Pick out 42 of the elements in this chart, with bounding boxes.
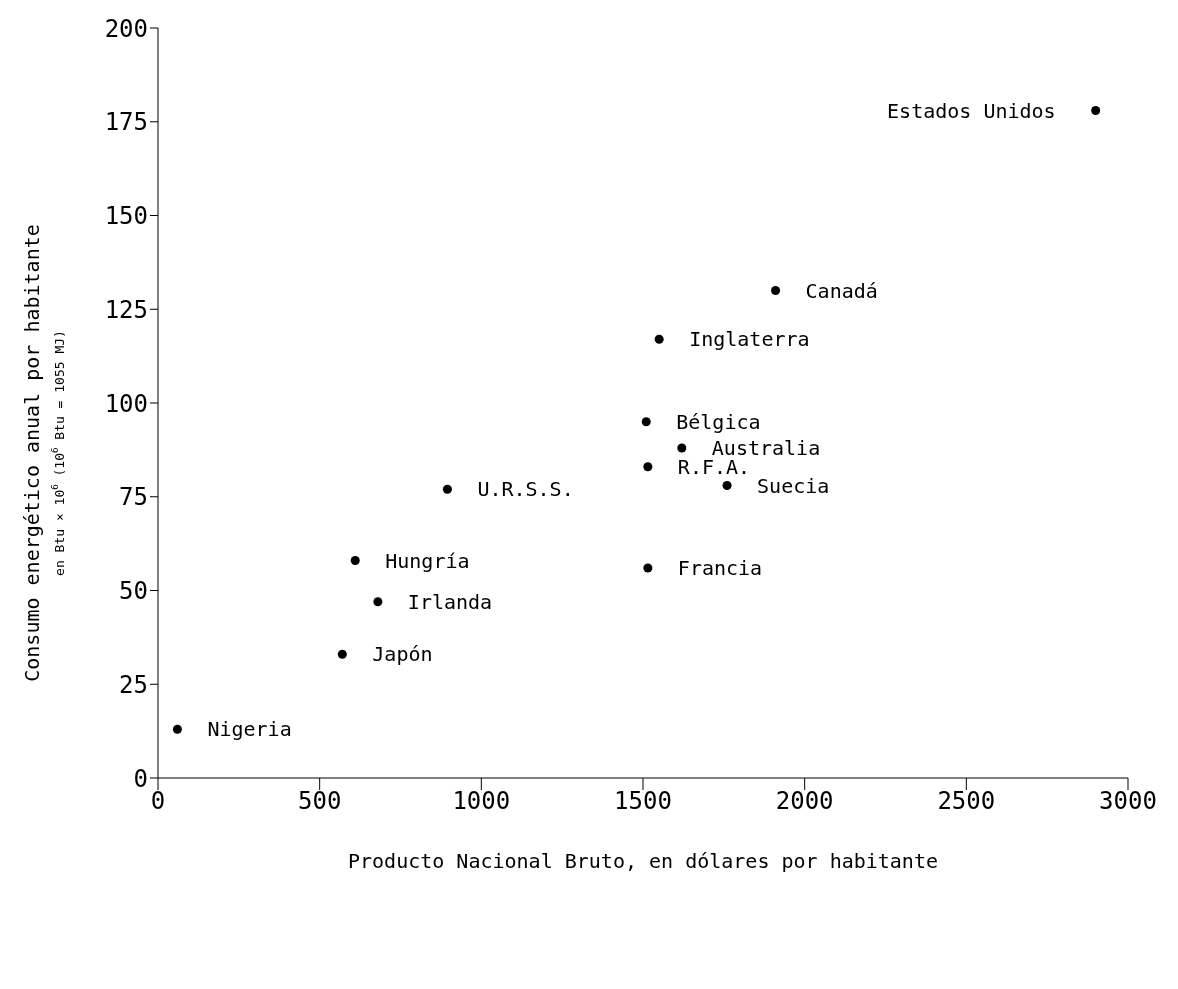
y-tick-label: 200 xyxy=(104,14,148,43)
x-tick-label: 2000 xyxy=(775,787,834,816)
point xyxy=(654,334,664,344)
point xyxy=(641,417,651,427)
x-tick-label: 3000 xyxy=(1099,787,1157,816)
y-tick-label: 25 xyxy=(119,670,148,699)
y-tick-label: 125 xyxy=(104,295,148,324)
annotation: Hungría xyxy=(385,548,470,573)
point xyxy=(722,480,732,491)
annotation: Estados Unidos xyxy=(887,98,1056,123)
point xyxy=(771,285,781,296)
point xyxy=(337,649,347,659)
annotation: Nigeria xyxy=(207,717,292,742)
y-tick-label: 50 xyxy=(119,577,148,606)
point xyxy=(350,555,360,566)
annotation: Francia xyxy=(677,556,763,581)
y-tick-label: 0 xyxy=(133,764,148,793)
x-tick-label: 2500 xyxy=(937,787,996,816)
point xyxy=(1091,105,1101,116)
y-tick-label: 150 xyxy=(104,202,148,231)
x-tick-label: 500 xyxy=(297,787,342,816)
annotation: Bélgica xyxy=(676,409,761,434)
point xyxy=(643,462,653,472)
x-tick-label: 1000 xyxy=(452,787,511,816)
point xyxy=(442,484,452,494)
point xyxy=(172,724,182,734)
annotation: Suecia xyxy=(757,473,830,498)
y-tick-label: 75 xyxy=(119,483,148,512)
y-tick-label: 175 xyxy=(104,108,148,137)
x-axis-title: Producto Nacional Bruto, en dólares por habitante xyxy=(347,849,939,873)
x-tick-label: 1500 xyxy=(614,787,672,816)
point xyxy=(373,597,383,607)
y-tick-label: 100 xyxy=(104,389,148,418)
point xyxy=(677,443,687,453)
annotation: Japón xyxy=(372,642,433,667)
point xyxy=(643,563,653,573)
y-axis-title: Consumo energético anual por habitante xyxy=(19,224,44,682)
annotation: Canadá xyxy=(805,278,878,303)
x-tick-label: 0 xyxy=(150,787,166,816)
annotation: U.R.S.S. xyxy=(477,477,574,502)
annotation: Irlanda xyxy=(407,589,493,614)
annotation: Inglaterra xyxy=(689,327,810,352)
